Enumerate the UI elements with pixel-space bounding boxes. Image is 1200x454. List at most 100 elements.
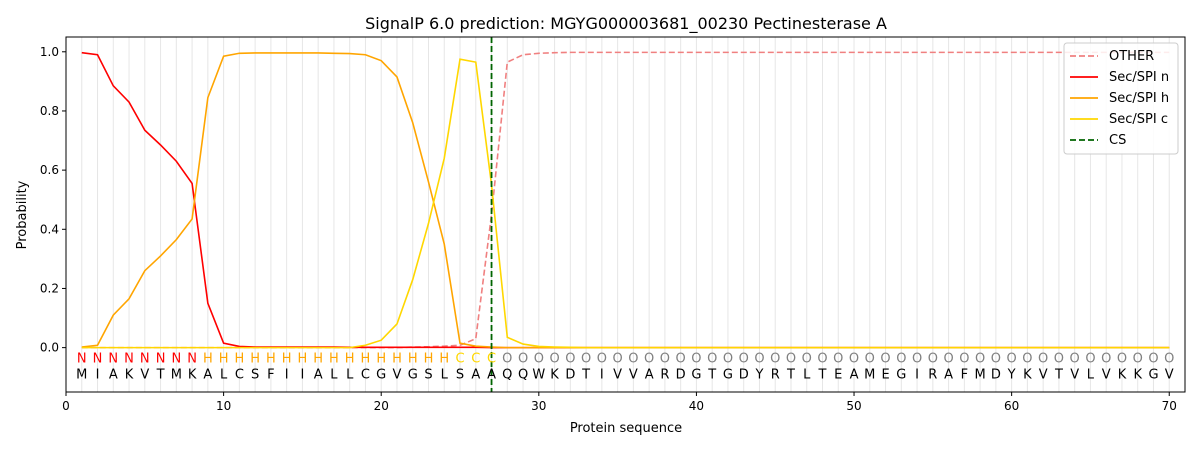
x-tick-label: 30 (531, 399, 546, 413)
residue-label: G (376, 368, 386, 383)
residue-label: Y (1007, 368, 1016, 383)
y-axis-label: Probability (15, 180, 30, 249)
region-label: N (187, 351, 197, 366)
residue-label: A (109, 368, 118, 383)
region-label: H (408, 351, 418, 366)
region-label: H (392, 351, 402, 366)
region-label: O (581, 351, 591, 366)
plot-area (81, 37, 1170, 392)
residue-label: A (645, 368, 654, 383)
residue-label: T (1054, 368, 1063, 383)
region-label: H (376, 351, 386, 366)
region-label: C (455, 351, 464, 366)
region-label: O (549, 351, 559, 366)
region-label: O (817, 351, 827, 366)
residue-label: C (235, 368, 244, 383)
residue-label: V (629, 368, 638, 383)
legend: OTHER Sec/SPI n Sec/SPI h Sec/SPI c CS (1063, 42, 1179, 155)
region-label: H (234, 351, 244, 366)
residue-label: L (346, 368, 354, 383)
residue-label: I (285, 368, 289, 383)
region-label: O (912, 351, 922, 366)
region-label: C (471, 351, 480, 366)
region-label: O (1133, 351, 1143, 366)
region-label: N (124, 351, 134, 366)
region-label: N (77, 351, 87, 366)
region-label: O (739, 351, 749, 366)
residue-label: K (188, 368, 197, 383)
region-label: O (534, 351, 544, 366)
residue-label: R (660, 368, 669, 383)
residue-label: A (944, 368, 953, 383)
residue-label: T (786, 368, 795, 383)
residue-label: I (915, 368, 919, 383)
x-tick-label: 10 (216, 399, 231, 413)
legend-label: Sec/SPI c (1109, 112, 1168, 127)
region-label: O (991, 351, 1001, 366)
y-tick-label: 1.0 (40, 45, 59, 59)
series-line-other (81, 51, 1170, 349)
region-label: O (676, 351, 686, 366)
residue-label: A (314, 368, 323, 383)
region-label: C (487, 351, 496, 366)
residue-label: M (76, 368, 87, 383)
region-label: O (644, 351, 654, 366)
residue-label: K (1118, 368, 1127, 383)
region-label: H (345, 351, 355, 366)
region-label: O (518, 351, 528, 366)
residue-label: W (532, 368, 545, 383)
region-label: O (754, 351, 764, 366)
residue-label: Q (502, 368, 512, 383)
region-label: H (203, 351, 213, 366)
region-label: N (93, 351, 103, 366)
residue-label: D (676, 368, 686, 383)
region-label: O (502, 351, 512, 366)
residue-label: G (723, 368, 733, 383)
region-label: O (1038, 351, 1048, 366)
region-label: H (266, 351, 276, 366)
region-label: O (597, 351, 607, 366)
residue-label: M (171, 368, 182, 383)
residue-label: M (864, 368, 875, 383)
residue-label: L (220, 368, 228, 383)
region-label: H (219, 351, 229, 366)
residue-label: R (928, 368, 937, 383)
region-label: N (156, 351, 166, 366)
residue-label: G (408, 368, 418, 383)
residue-label: S (251, 368, 259, 383)
residue-label: L (330, 368, 338, 383)
region-label: H (313, 351, 323, 366)
plot-frame (65, 36, 1186, 393)
residue-label: I (96, 368, 100, 383)
region-label: O (770, 351, 780, 366)
x-axis-label: Protein sequence (570, 421, 682, 436)
legend-label: Sec/SPI n (1109, 70, 1169, 85)
x-tick-label: 50 (846, 399, 861, 413)
region-label: O (786, 351, 796, 366)
vertical-grid (81, 37, 1170, 392)
residue-label: E (881, 368, 889, 383)
legend-label: OTHER (1109, 49, 1154, 64)
region-label: O (565, 351, 575, 366)
region-label: O (1148, 351, 1158, 366)
residue-label: T (818, 368, 827, 383)
residue-label: G (896, 368, 906, 383)
region-label: H (424, 351, 434, 366)
x-tick-label: 0 (62, 399, 70, 413)
region-label: N (140, 351, 150, 366)
region-label: O (1117, 351, 1127, 366)
residue-label: I (300, 368, 304, 383)
residue-label: Y (754, 368, 763, 383)
legend-label: Sec/SPI h (1109, 91, 1169, 106)
residue-label: A (471, 368, 480, 383)
region-label: O (1070, 351, 1080, 366)
residue-label: G (691, 368, 701, 383)
x-tick-label: 60 (1004, 399, 1019, 413)
residue-label: M (975, 368, 986, 383)
region-label: O (1164, 351, 1174, 366)
region-label: N (108, 351, 118, 366)
region-label: O (865, 351, 875, 366)
y-tick-label: 0.6 (40, 163, 59, 177)
residue-label: D (991, 368, 1001, 383)
